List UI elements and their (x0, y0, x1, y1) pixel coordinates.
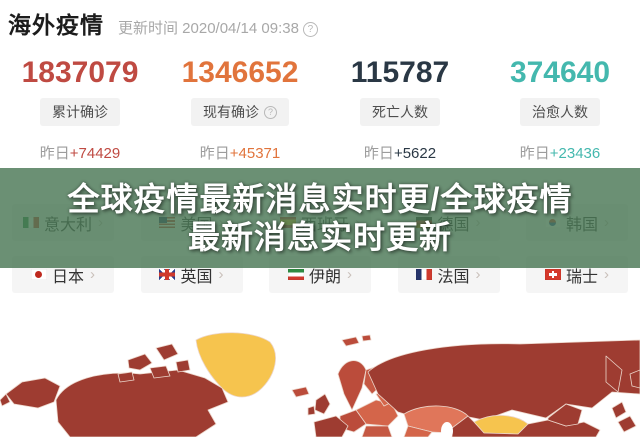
stat-cumulative-confirmed: 1837079 累计确诊 昨日+74429 (0, 56, 160, 163)
flag-france-icon (416, 269, 433, 280)
chevron-right-icon: › (604, 266, 609, 283)
flag-iran-icon (287, 269, 304, 280)
country-label: 伊朗 (308, 268, 341, 286)
help-icon[interactable]: ? (264, 105, 277, 119)
country-row-2: 日本 › 英国 › 伊朗 › 法国 › 瑞士 › (0, 256, 640, 293)
country-label: 瑞士 (565, 268, 598, 286)
page-title: 海外疫情 (8, 12, 104, 38)
stat-deaths: 115787 死亡人数 昨日+5622 (320, 56, 480, 163)
headline-line-1: 全球疫情最新消息实时更/全球疫情 (67, 181, 573, 217)
flag-switzerland-icon (544, 269, 561, 280)
stat-delta: 昨日+45371 (199, 145, 281, 162)
stat-delta: 昨日+74429 (39, 145, 121, 162)
stat-label: 死亡人数 (360, 98, 440, 126)
chevron-right-icon: › (347, 266, 352, 283)
headline-line-2: 最新消息实时更新 (187, 219, 452, 255)
world-epidemic-map[interactable] (0, 330, 640, 437)
stat-value: 115787 (350, 56, 450, 89)
country-label: 日本 (51, 268, 84, 286)
stat-delta: 昨日+5622 (363, 145, 437, 162)
update-time: 更新时间 2020/04/14 09:38? (118, 17, 318, 38)
stat-label: 累计确诊 (40, 98, 120, 126)
flag-japan-icon (30, 269, 47, 280)
stat-label: 治愈人数 (520, 98, 600, 126)
flag-uk-icon (159, 269, 176, 280)
stat-value: 374640 (509, 56, 611, 89)
world-map-svg (0, 332, 640, 437)
stat-cured: 374640 治愈人数 昨日+23436 (480, 56, 640, 163)
header: 海外疫情 更新时间 2020/04/14 09:38? (8, 6, 318, 40)
headline-overlay-banner: 全球疫情最新消息实时更/全球疫情 最新消息实时更新 (0, 168, 640, 268)
stats-row: 1837079 累计确诊 昨日+74429 1346652 现有确诊? 昨日+4… (0, 56, 640, 163)
help-icon[interactable]: ? (302, 22, 318, 37)
country-label: 英国 (180, 268, 213, 286)
stat-delta: 昨日+23436 (519, 145, 601, 162)
chevron-right-icon: › (90, 266, 95, 283)
stat-value: 1346652 (181, 56, 299, 89)
stat-current-confirmed: 1346652 现有确诊? 昨日+45371 (160, 56, 320, 163)
chevron-right-icon: › (218, 266, 224, 283)
stat-value: 1837079 (21, 56, 139, 89)
stat-label: 现有确诊? (191, 98, 289, 126)
country-label: 法国 (437, 268, 470, 286)
chevron-right-icon: › (475, 266, 481, 283)
